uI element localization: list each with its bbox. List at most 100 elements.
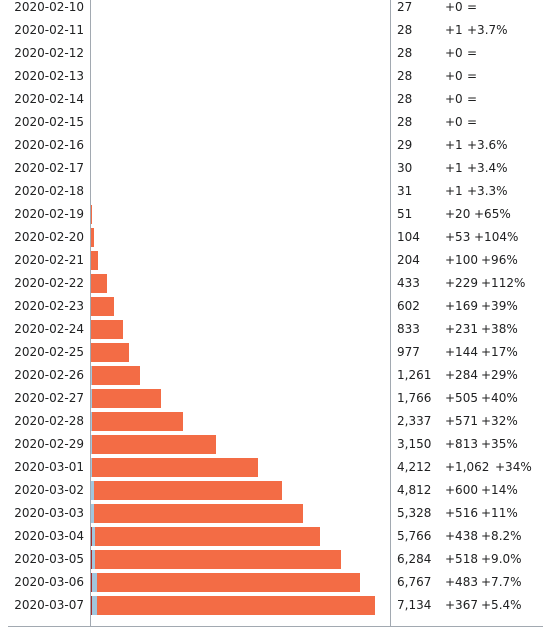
percent-change-cell: =	[467, 0, 478, 14]
bar-cell	[90, 387, 390, 410]
bar-cell	[90, 134, 390, 157]
total-cases-cell: 602	[397, 299, 420, 313]
total-cases-cell: 28	[397, 69, 413, 83]
date-cell: 2020-02-27	[14, 391, 84, 405]
bar-recovered	[92, 550, 95, 569]
bar-cell	[90, 594, 390, 617]
total-cases-cell: 27	[397, 0, 413, 14]
percent-change-cell: +32%	[481, 414, 518, 428]
daily-change-cell: +483	[445, 575, 478, 589]
date-cell: 2020-02-21	[14, 253, 84, 267]
bar-cell	[90, 226, 390, 249]
table-row: 2020-03-06 6,767 +483 +7.7%	[8, 571, 543, 594]
bar-active	[90, 228, 94, 247]
percent-change-cell: +40%	[481, 391, 518, 405]
percent-change-cell: +3.7%	[467, 23, 508, 37]
bar-cell	[90, 364, 390, 387]
table-row: 2020-02-21 204 +100 +96%	[8, 249, 543, 272]
daily-change-cell: +1	[445, 138, 463, 152]
date-cell: 2020-02-25	[14, 345, 84, 359]
bar-cell	[90, 479, 390, 502]
bar-active	[92, 435, 216, 454]
table-row: 2020-02-17 30 +1 +3.4%	[8, 157, 543, 180]
table-row: 2020-02-25 977 +144 +17%	[8, 341, 543, 364]
bar-deaths	[90, 527, 92, 546]
bar-axis-left	[90, 0, 91, 626]
bar-active	[97, 573, 360, 592]
bar-axis-right	[390, 0, 391, 626]
daily-change-cell: +53	[445, 230, 471, 244]
date-cell: 2020-02-29	[14, 437, 84, 451]
daily-change-cell: +100	[445, 253, 478, 267]
bar-cell	[90, 433, 390, 456]
percent-change-cell: +29%	[481, 368, 518, 382]
bar-recovered	[92, 573, 97, 592]
date-cell: 2020-02-26	[14, 368, 84, 382]
date-cell: 2020-03-05	[14, 552, 84, 566]
date-cell: 2020-03-03	[14, 506, 84, 520]
percent-change-cell: =	[467, 46, 478, 60]
percent-change-cell: +65%	[474, 207, 511, 221]
table-row: 2020-02-15 28 +0 =	[8, 111, 543, 134]
total-cases-cell: 28	[397, 92, 413, 106]
table-row: 2020-03-04 5,766 +438 +8.2%	[8, 525, 543, 548]
case-timeline-table: 2020-02-10 27 +0 = 2020-02-11 28 +1 +3.7% 2020-0…	[8, 0, 543, 627]
bar-cell	[90, 525, 390, 548]
percent-change-cell: +38%	[481, 322, 518, 336]
bar-cell	[90, 42, 390, 65]
bar-cell	[90, 180, 390, 203]
date-cell: 2020-03-02	[14, 483, 84, 497]
total-cases-cell: 4,212	[397, 460, 432, 474]
bar-cell	[90, 65, 390, 88]
bar-active	[92, 458, 258, 477]
date-cell: 2020-02-10	[14, 0, 84, 14]
date-cell: 2020-02-19	[14, 207, 84, 221]
bar-cell	[90, 88, 390, 111]
bar-deaths	[90, 550, 92, 569]
total-cases-cell: 104	[397, 230, 420, 244]
daily-change-cell: +516	[445, 506, 478, 520]
bar-cell	[90, 111, 390, 134]
table-row: 2020-03-05 6,284 +518 +9.0%	[8, 548, 543, 571]
table-row: 2020-02-23 602 +169 +39%	[8, 295, 543, 318]
percent-change-cell: +112%	[481, 276, 526, 290]
bar-cell	[90, 410, 390, 433]
date-cell: 2020-02-16	[14, 138, 84, 152]
table-row: 2020-02-13 28 +0 =	[8, 65, 543, 88]
total-cases-cell: 31	[397, 184, 413, 198]
bar-active	[90, 274, 107, 293]
table-row: 2020-02-18 31 +1 +3.3%	[8, 180, 543, 203]
date-cell: 2020-03-04	[14, 529, 84, 543]
daily-change-cell: +367	[445, 598, 478, 612]
bar-active	[92, 366, 140, 385]
date-cell: 2020-02-18	[14, 184, 84, 198]
daily-change-cell: +1	[445, 161, 463, 175]
table-row: 2020-02-22 433 +229 +112%	[8, 272, 543, 295]
date-cell: 2020-03-01	[14, 460, 84, 474]
table-row: 2020-02-29 3,150 +813 +35%	[8, 433, 543, 456]
bar-active	[92, 389, 161, 408]
bar-recovered	[91, 435, 92, 454]
bar-active	[94, 481, 282, 500]
percent-change-cell: =	[467, 69, 478, 83]
daily-change-cell: +20	[445, 207, 471, 221]
bar-deaths	[90, 573, 92, 592]
bar-cell	[90, 502, 390, 525]
bar-cell	[90, 0, 390, 19]
bar-cell	[90, 341, 390, 364]
bar-cell	[90, 19, 390, 42]
total-cases-cell: 5,328	[397, 506, 432, 520]
total-cases-cell: 28	[397, 115, 413, 129]
total-cases-cell: 6,767	[397, 575, 432, 589]
table-row: 2020-02-11 28 +1 +3.7%	[8, 19, 543, 42]
table-row: 2020-02-16 29 +1 +3.6%	[8, 134, 543, 157]
total-cases-cell: 30	[397, 161, 413, 175]
percent-change-cell: +3.6%	[467, 138, 508, 152]
bar-active	[95, 527, 320, 546]
date-cell: 2020-02-20	[14, 230, 84, 244]
total-cases-cell: 7,134	[397, 598, 432, 612]
table-row: 2020-02-27 1,766 +505 +40%	[8, 387, 543, 410]
daily-change-cell: +144	[445, 345, 478, 359]
bar-active	[95, 550, 341, 569]
bar-deaths	[90, 596, 92, 615]
